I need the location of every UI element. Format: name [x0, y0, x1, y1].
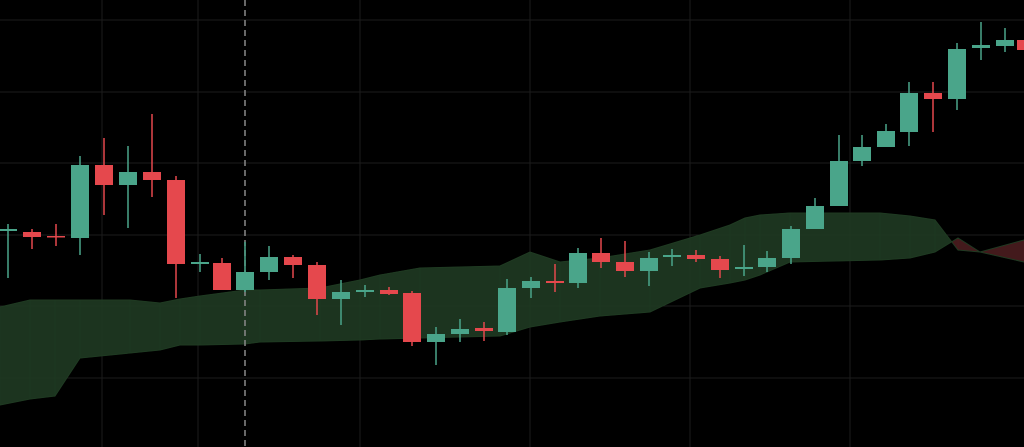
cloud-fill [0, 299, 31, 406]
candle-body [119, 172, 137, 185]
candle-body [711, 259, 729, 270]
candle-body [592, 253, 610, 262]
candle-body [806, 206, 824, 229]
cloud-fill [359, 274, 381, 341]
candle-body [356, 290, 374, 292]
candle-body [972, 45, 990, 48]
cloud-fill [244, 289, 261, 345]
candle-body [782, 229, 800, 258]
candle-body [403, 293, 421, 342]
candle-body [830, 161, 848, 206]
candle-body [47, 236, 65, 238]
candle-body [451, 329, 469, 334]
candle-body [546, 281, 564, 283]
candle-body [569, 253, 587, 283]
candle-body [498, 288, 516, 332]
candle-body [260, 257, 278, 272]
candle-body [640, 258, 658, 271]
candle-body [71, 165, 89, 238]
cloud-fill [129, 299, 161, 354]
candle-body [308, 265, 326, 299]
candle-body [475, 328, 493, 331]
candle-body [900, 93, 918, 132]
candle-body [167, 180, 185, 264]
candle-body [284, 257, 302, 265]
candle-body [332, 292, 350, 299]
cloud-fill [179, 295, 201, 346]
cloud-fill [79, 299, 131, 359]
candle-body [522, 281, 540, 288]
cloud-fill [729, 217, 746, 284]
cloud-fill [744, 214, 761, 281]
candle-body [616, 262, 634, 271]
candle-body [380, 290, 398, 294]
cloud-fill [199, 289, 246, 346]
candle-body [996, 40, 1014, 46]
candle-body [191, 262, 209, 264]
cloud-fill [979, 239, 1024, 263]
candle-body [213, 263, 231, 290]
candle-body [924, 93, 942, 99]
candle-body [663, 255, 681, 257]
candle-body [23, 232, 41, 237]
cloud-fill [879, 212, 911, 261]
candle-body [427, 334, 445, 342]
candle-body [236, 272, 254, 290]
cloud-fill [159, 298, 181, 351]
candle-body [687, 255, 705, 259]
cloud-fill [29, 299, 56, 400]
candle-body [95, 165, 113, 185]
cloud-fill [789, 212, 881, 263]
candle-body [948, 49, 966, 99]
candle-body [143, 172, 161, 180]
candle-body [1017, 40, 1024, 50]
cloud-fill [54, 299, 81, 398]
candle-body [758, 258, 776, 267]
candle-body [735, 267, 753, 269]
cloud-fill [909, 215, 936, 259]
candle-body [0, 229, 17, 231]
candle-body [877, 131, 895, 147]
candle-body [853, 147, 871, 161]
candles [0, 22, 1024, 365]
cloud-span [0, 212, 1024, 308]
